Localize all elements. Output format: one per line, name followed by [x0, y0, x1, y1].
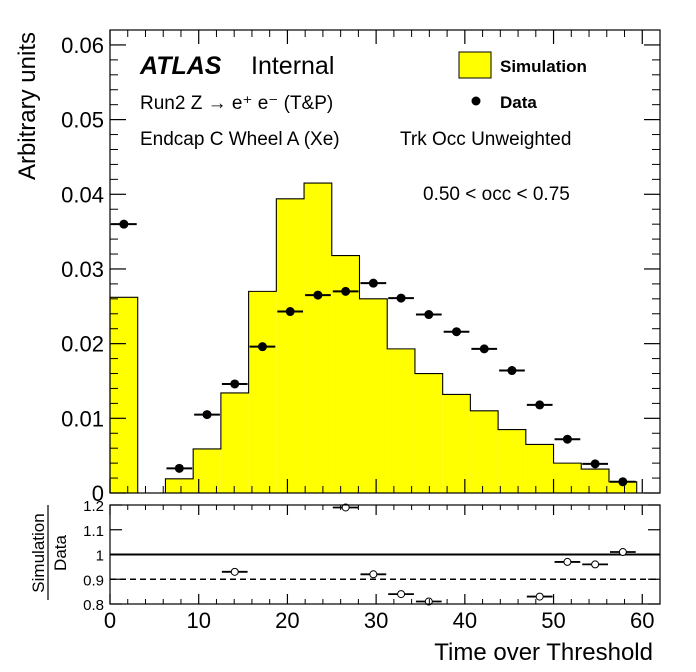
ratio-point	[341, 503, 350, 512]
data-point	[396, 293, 406, 303]
atlas-label: ATLAS	[139, 52, 222, 80]
x-tick-label: 60	[630, 608, 654, 633]
ratio-y-tick-label: 1	[96, 548, 104, 565]
y-tick-label: 0.02	[61, 332, 104, 357]
ratio-point	[397, 590, 406, 599]
legend-data-label: Data	[500, 93, 537, 112]
ratio-y-tick-label: 0.8	[83, 597, 104, 614]
ratio-point	[591, 560, 600, 569]
simulation-bar	[553, 463, 582, 493]
x-tick-label: 10	[186, 608, 210, 633]
simulation-bar	[165, 478, 194, 493]
ratio-points	[221, 503, 636, 606]
data-point	[341, 286, 351, 296]
data-point	[257, 342, 267, 352]
simulation-bar	[304, 183, 332, 493]
main-panel: 0 0.01 0.02 0.03 0.04 0.05 0.06 Arbitrary unit…	[14, 29, 661, 506]
ratio-y-ticks: 0.8 0.9 1 1.1 1.2	[83, 498, 660, 614]
data-point	[452, 327, 462, 337]
x-axis-title: Time over Threshold	[434, 639, 653, 666]
data-point	[313, 290, 323, 300]
data-point	[119, 219, 129, 229]
ratio-point	[563, 557, 572, 566]
data-point	[618, 477, 628, 487]
data-point	[590, 459, 600, 469]
data-point	[202, 410, 212, 420]
legend-simulation-swatch	[458, 51, 492, 79]
weighting-label: Trk Occ Unweighted	[400, 129, 571, 150]
x-tick-label: 20	[275, 608, 299, 633]
simulation-bar	[276, 198, 305, 493]
main-x-ticks	[109, 30, 661, 493]
simulation-bar	[359, 298, 388, 493]
simulation-bar	[248, 291, 277, 493]
y-tick-label: 0.01	[61, 406, 104, 431]
simulation-bar	[387, 348, 415, 493]
y-tick-label: 0.04	[61, 182, 104, 207]
ratio-point	[424, 597, 433, 606]
data-point	[562, 434, 572, 444]
x-tick-label: 30	[364, 608, 388, 633]
process-label: Run2 Z → e⁺ e⁻ (T&P)	[140, 93, 333, 114]
region-label: Endcap C Wheel A (Xe)	[140, 129, 340, 150]
data-point	[285, 307, 295, 317]
ratio-panel: 0.8 0.9 1 1.1 1.2 0 10 20 30 40 50 60 Simulation D…	[29, 498, 661, 666]
data-point	[507, 366, 517, 376]
simulation-bar	[220, 392, 249, 493]
data-point	[535, 400, 545, 410]
ratio-y-tick-label: 1.1	[83, 523, 104, 540]
ratio-x-ticks: 0 10 20 30 40 50 60	[104, 505, 661, 633]
main-plot-frame	[109, 29, 661, 494]
ratio-point	[369, 570, 378, 579]
y-tick-label: 0	[92, 481, 104, 506]
y-tick-label: 0.03	[61, 257, 104, 282]
ratio-point	[618, 548, 627, 557]
simulation-bar	[525, 444, 554, 493]
y-tick-label: 0.06	[61, 33, 104, 58]
data-point	[479, 344, 489, 354]
x-tick-label: 40	[453, 608, 477, 633]
internal-label: Internal	[251, 52, 334, 80]
ratio-ylabel-denominator: Data	[51, 535, 70, 571]
legend-data-marker	[471, 96, 481, 106]
y-tick-label: 0.05	[61, 108, 104, 133]
ratio-y-tick-label: 1.2	[83, 498, 104, 515]
ratio-y-tick-label: 0.9	[83, 572, 104, 589]
occupancy-label: 0.50 < occ < 0.75	[423, 184, 570, 205]
data-point	[230, 379, 240, 389]
simulation-bar	[470, 410, 499, 493]
simulation-bar	[193, 448, 221, 493]
x-tick-label: 50	[541, 608, 565, 633]
simulation-bar	[608, 481, 637, 493]
simulation-bar	[581, 469, 609, 493]
legend: Simulation Data	[458, 51, 587, 112]
ratio-point	[230, 567, 239, 576]
simulation-outline	[109, 182, 638, 494]
data-point	[424, 310, 434, 320]
main-y-ticks: 0 0.01 0.02 0.03 0.04 0.05 0.06	[61, 29, 660, 506]
data-point	[368, 278, 378, 288]
legend-simulation-label: Simulation	[500, 57, 587, 76]
simulation-bar	[110, 297, 138, 493]
data-point	[174, 463, 184, 473]
ratio-ylabel-numerator: Simulation	[29, 513, 48, 592]
simulation-bar	[414, 373, 443, 493]
x-tick-label: 0	[104, 608, 116, 633]
simulation-bar	[442, 394, 471, 493]
y-axis-title: Arbitrary units	[14, 32, 41, 180]
ratio-point	[535, 592, 544, 601]
data-points	[111, 219, 636, 487]
simulation-bar	[498, 429, 526, 493]
simulation-histogram	[109, 182, 638, 494]
